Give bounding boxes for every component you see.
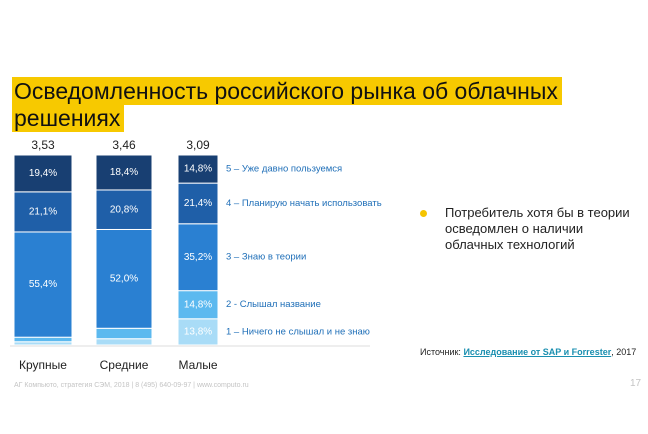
value-label: 20,8% (110, 204, 138, 215)
value-label: 35,2% (184, 252, 212, 263)
value-label: 21,1% (29, 207, 57, 218)
source-suffix: , 2017 (611, 347, 637, 357)
value-label: 14,8% (184, 299, 212, 310)
source: Источник: Исследование от SAP и Forreste… (420, 347, 636, 357)
bar-segment (95, 228, 153, 329)
average-label: 3,46 (112, 138, 136, 152)
average-label: 3,09 (186, 138, 210, 152)
legend-label: 3 – Знаю в теории (226, 252, 306, 263)
source-link[interactable]: Исследование от SAP и Forrester (463, 347, 612, 357)
legend-label: 1 – Ничего не слышал и не знаю (226, 326, 370, 337)
bar-segment (13, 231, 73, 338)
chart: 55,4% 21,1% 19,4% 3,53 Крупные 52,0% 20,8% 18,4… (10, 138, 382, 372)
legend-label: 2 - Слышал название (226, 299, 321, 310)
page-number: 17 (630, 378, 642, 389)
bar-segment (177, 223, 219, 292)
bar-segment (177, 182, 219, 225)
bar-segment (95, 327, 153, 340)
value-label: 55,4% (29, 279, 57, 290)
value-label: 21,4% (184, 198, 212, 209)
x-tick-label: Крупные (19, 358, 67, 372)
footer: АГ Компьюто, стратегия СЭМ, 2018 | 8 (49… (14, 382, 249, 389)
average-label: 3,53 (31, 138, 55, 152)
bar-segment (13, 154, 73, 193)
bar-segment (95, 338, 153, 346)
slide-title: Осведомленность российского рынка об обл… (12, 77, 572, 132)
bar-segment (177, 318, 219, 346)
bar-segment (13, 336, 73, 343)
source-prefix: Источник: (420, 347, 461, 357)
bullet-dot (420, 210, 427, 217)
value-label: 13,8% (184, 327, 212, 338)
legend-label: 4 – Планирую начать использовать (226, 198, 382, 209)
value-label: 18,4% (110, 167, 138, 178)
bar-segment (95, 154, 153, 191)
x-tick-label: Малые (178, 358, 217, 372)
value-label: 14,8% (184, 164, 212, 175)
bar-segment (13, 191, 73, 233)
x-tick-label: Средние (100, 358, 149, 372)
bar-segment (95, 189, 153, 230)
value-label: 19,4% (29, 168, 57, 179)
value-label: 52,0% (110, 274, 138, 285)
bar-segment (177, 154, 219, 184)
bullet-text: Потребитель хотя бы в теории осведомлен … (445, 205, 630, 252)
legend-label: 5 – Уже давно пользуемся (226, 164, 342, 175)
